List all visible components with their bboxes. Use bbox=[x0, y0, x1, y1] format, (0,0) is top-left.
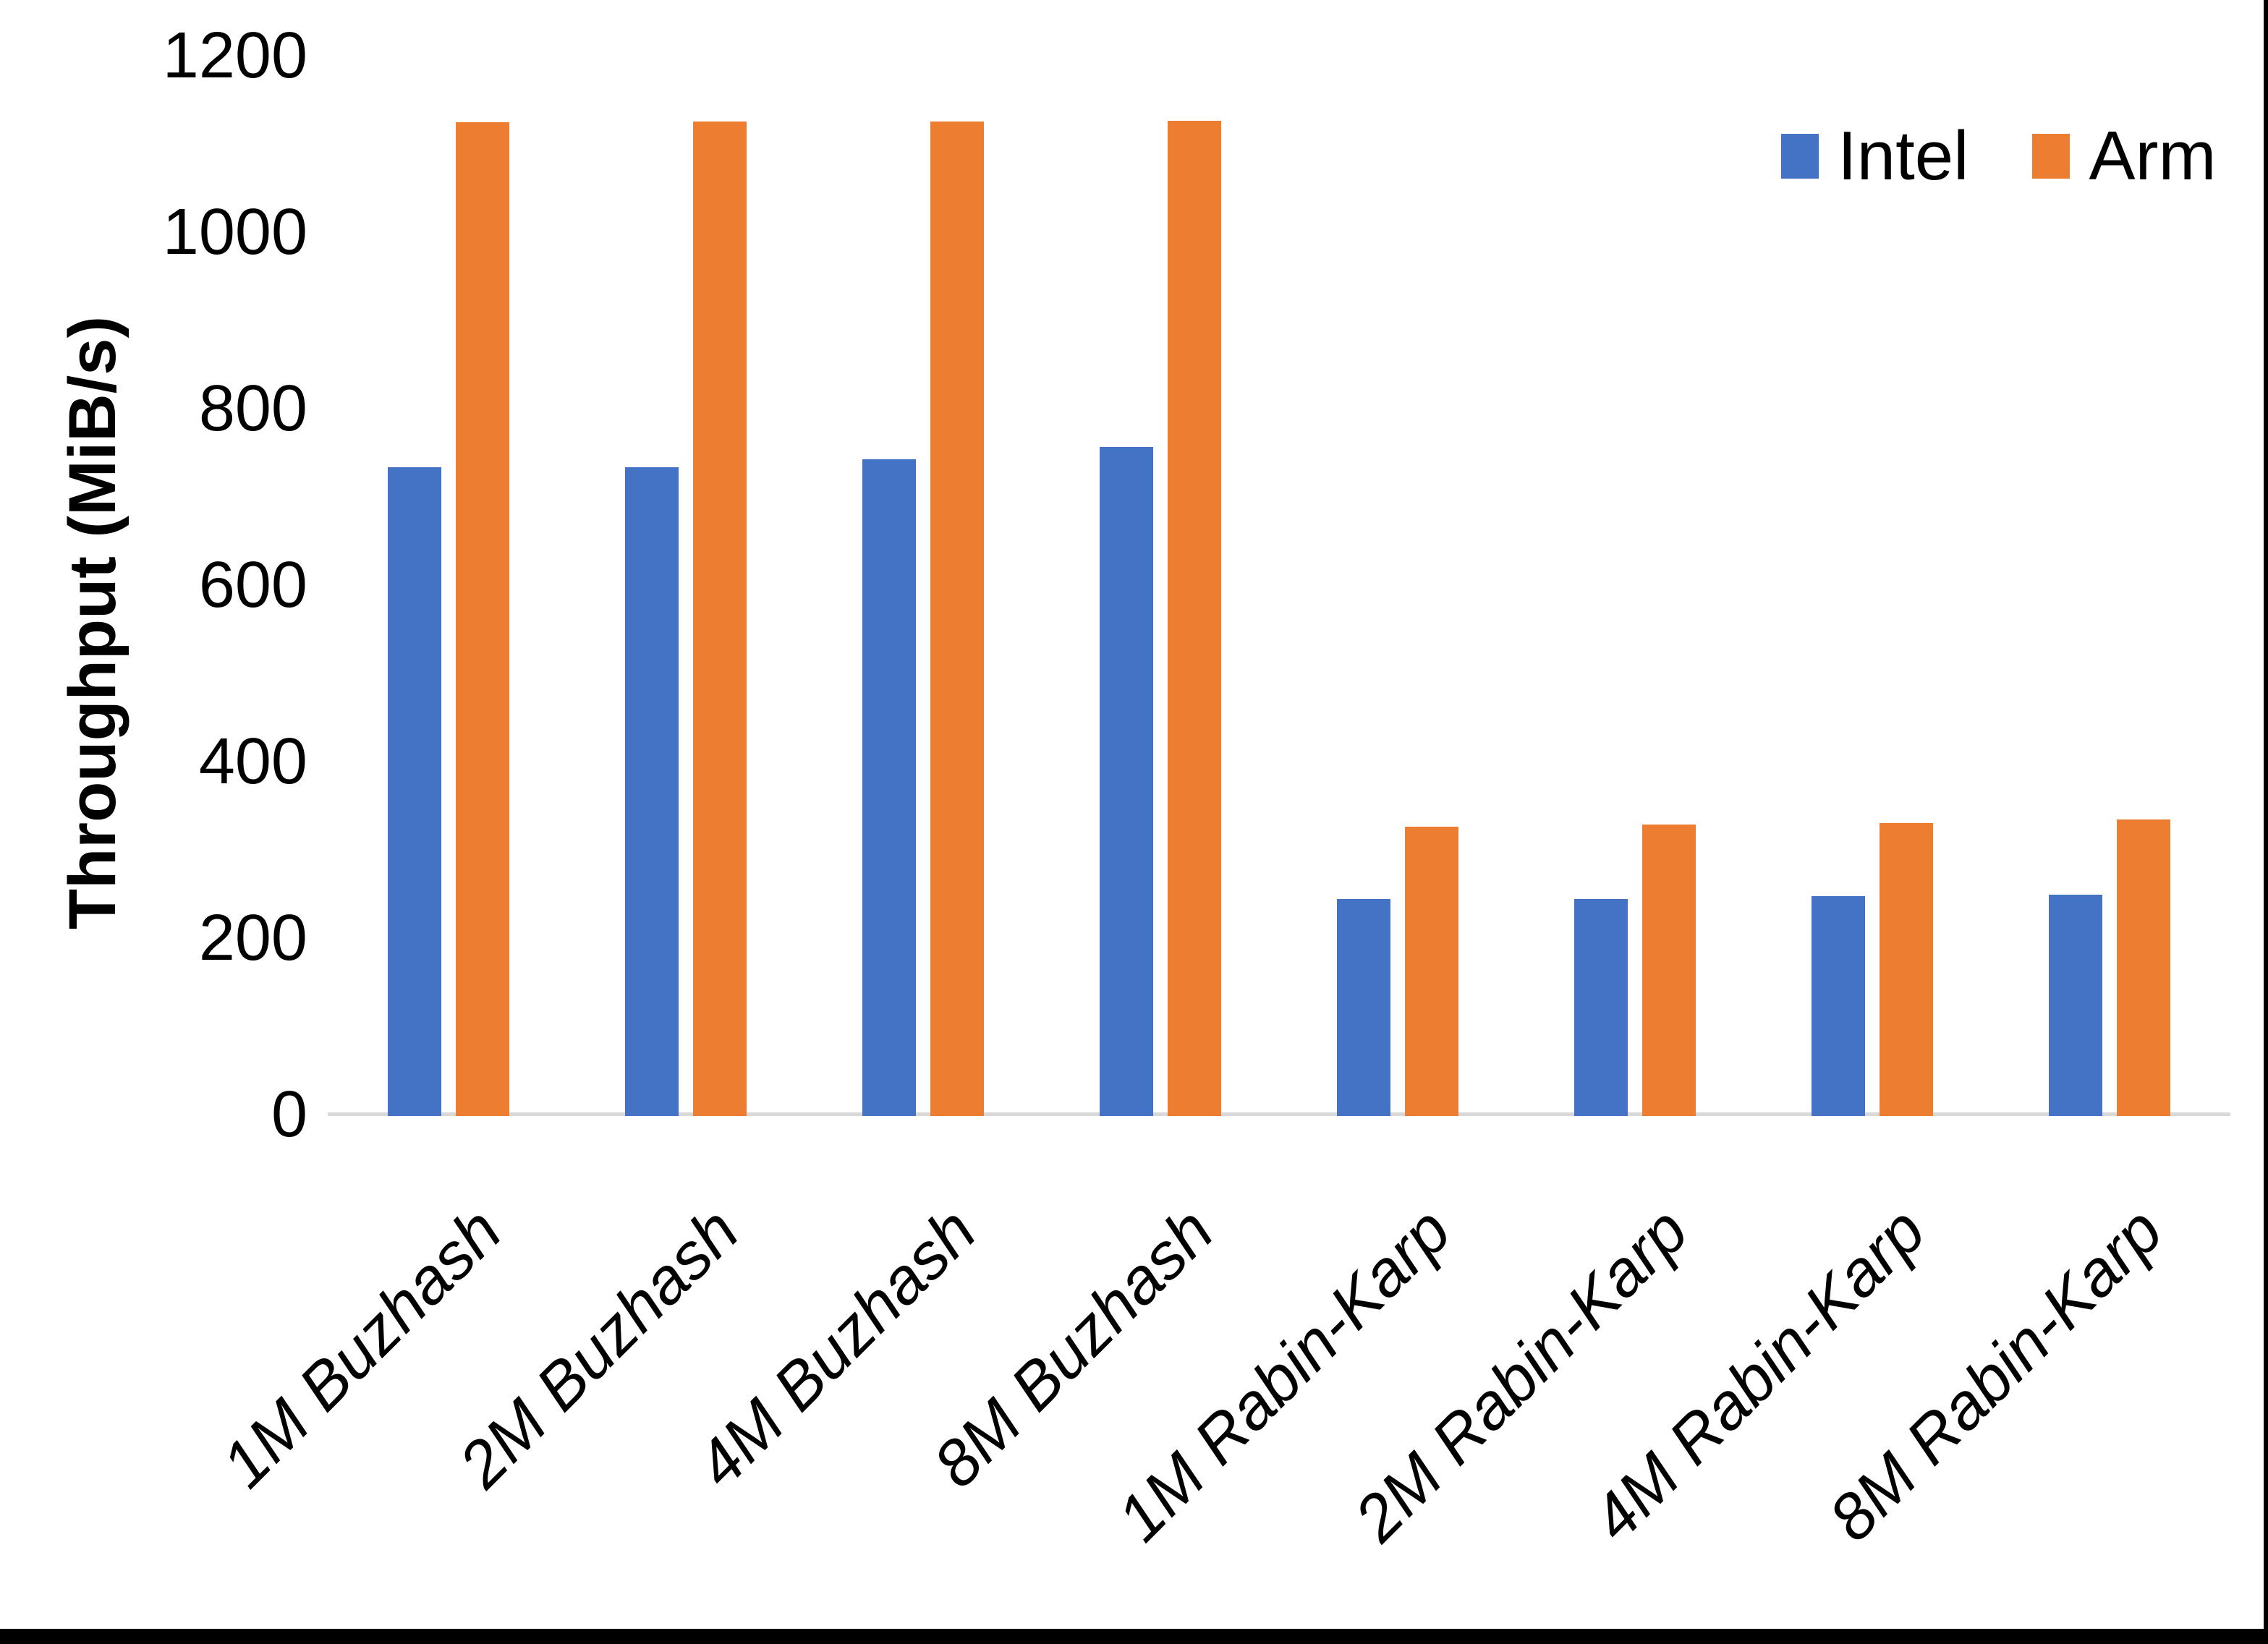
bar-intel-2m-buzhash bbox=[625, 467, 679, 1116]
bar-arm-8m-buzhash bbox=[1168, 121, 1221, 1116]
y-tick-label-600: 600 bbox=[198, 549, 307, 621]
bar-arm-1m-rabin-karp bbox=[1405, 827, 1458, 1116]
bar-arm-2m-buzhash bbox=[693, 122, 747, 1116]
bar-intel-2m-rabin-karp bbox=[1574, 899, 1628, 1116]
y-tick-label-200: 200 bbox=[198, 902, 307, 974]
page-edge-bottom bbox=[0, 1629, 2268, 1644]
legend-swatch-arm bbox=[2032, 134, 2070, 179]
bar-arm-4m-buzhash bbox=[930, 122, 984, 1116]
bar-intel-8m-buzhash bbox=[1100, 447, 1153, 1116]
bar-intel-1m-rabin-karp bbox=[1337, 899, 1390, 1116]
bar-intel-8m-rabin-karp bbox=[2049, 895, 2102, 1116]
legend-label-intel: Intel bbox=[1838, 117, 1969, 195]
page-edge-right bbox=[2264, 0, 2268, 1644]
y-tick-label-0: 0 bbox=[271, 1078, 307, 1151]
bar-arm-1m-buzhash bbox=[456, 122, 509, 1116]
bar-arm-2m-rabin-karp bbox=[1642, 825, 1696, 1116]
bar-intel-4m-buzhash bbox=[862, 459, 916, 1116]
bar-intel-1m-buzhash bbox=[388, 467, 441, 1116]
y-tick-label-800: 800 bbox=[198, 372, 307, 445]
y-tick-label-400: 400 bbox=[198, 725, 307, 798]
legend-item-intel: Intel bbox=[1781, 122, 1968, 191]
legend-item-arm: Arm bbox=[2032, 122, 2216, 191]
y-tick-label-1200: 1200 bbox=[162, 20, 307, 92]
bar-arm-4m-rabin-karp bbox=[1880, 823, 1933, 1116]
legend-swatch-intel bbox=[1781, 134, 1819, 179]
legend-label-arm: Arm bbox=[2089, 117, 2217, 195]
bar-arm-8m-rabin-karp bbox=[2117, 819, 2170, 1116]
x-axis-line bbox=[328, 1112, 2230, 1116]
y-tick-label-1000: 1000 bbox=[162, 196, 307, 268]
legend: Intel Arm bbox=[1781, 122, 2216, 191]
bar-intel-4m-rabin-karp bbox=[1812, 896, 1865, 1116]
